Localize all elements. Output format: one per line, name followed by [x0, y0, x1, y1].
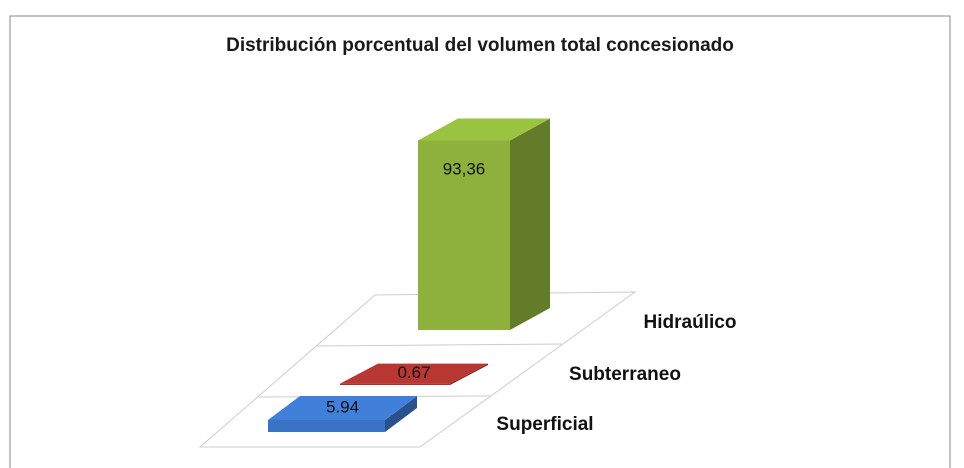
floor-divider	[315, 343, 563, 347]
value-label: 0.67	[397, 363, 430, 382]
bar-side	[450, 363, 488, 385]
bar-side	[510, 118, 550, 330]
chart-title: Distribución porcentual del volumen tota…	[226, 35, 734, 56]
bar-top	[418, 118, 550, 141]
category-label: Hidraúlico	[644, 312, 737, 333]
category-label: Subterraneo	[569, 364, 681, 385]
bar-top	[268, 395, 417, 420]
category-label: Superficial	[496, 414, 593, 435]
value-label: 93,36	[443, 159, 486, 178]
bar-top	[340, 363, 488, 384]
bar	[268, 419, 385, 432]
value-label: 5.94	[326, 397, 359, 416]
bar	[418, 140, 510, 330]
bar-side	[385, 395, 417, 432]
bar	[340, 383, 450, 385]
